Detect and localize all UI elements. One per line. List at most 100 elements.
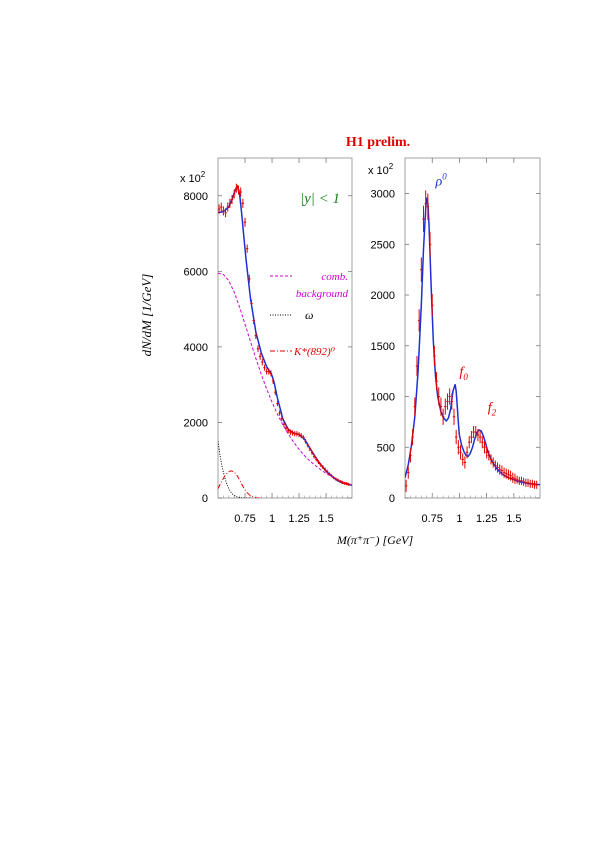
data-point bbox=[411, 428, 414, 446]
data-point bbox=[233, 189, 236, 199]
series-fit bbox=[405, 197, 540, 486]
data-point bbox=[241, 198, 245, 208]
right-panel: 0 500 1000 1500 2000 2500 3000 0.75 1 1.25 1.5 x … bbox=[368, 157, 541, 525]
data-point bbox=[444, 398, 447, 415]
data-point bbox=[300, 433, 303, 439]
data-point bbox=[533, 480, 536, 489]
data-point bbox=[332, 476, 335, 480]
data-point bbox=[413, 397, 416, 416]
y-tick-label: 8000 bbox=[184, 191, 208, 203]
data-point bbox=[415, 355, 419, 377]
data-point bbox=[531, 479, 534, 488]
data-point bbox=[520, 476, 523, 485]
data-point bbox=[524, 478, 528, 487]
data-point bbox=[323, 467, 327, 472]
left-y-tick-labels: 0 2000 4000 6000 8000 bbox=[184, 191, 208, 505]
data-point bbox=[235, 183, 238, 193]
data-point bbox=[500, 465, 504, 476]
right-x-tick-labels: 0.75 1 1.25 1.5 bbox=[422, 513, 522, 525]
y-tick-label: 1000 bbox=[371, 392, 395, 404]
y-tick-label: 0 bbox=[202, 493, 208, 505]
data-point bbox=[518, 476, 521, 485]
data-point bbox=[338, 479, 342, 483]
y-tick-label: 2000 bbox=[371, 290, 395, 302]
data-point bbox=[452, 408, 456, 425]
data-point bbox=[220, 202, 223, 212]
data-point bbox=[407, 466, 410, 479]
data-point bbox=[228, 198, 232, 208]
data-point bbox=[321, 465, 325, 469]
data-point bbox=[243, 217, 247, 227]
left-axis-ticks bbox=[218, 158, 352, 499]
data-point bbox=[226, 202, 229, 212]
data-point bbox=[498, 464, 501, 475]
data-point bbox=[341, 481, 344, 485]
data-point bbox=[310, 450, 314, 455]
data-point bbox=[526, 478, 530, 487]
data-point bbox=[312, 454, 316, 459]
right-y-tick-labels: 0 500 1000 1500 2000 2500 3000 bbox=[371, 189, 395, 505]
data-point bbox=[513, 473, 517, 484]
series-fit bbox=[218, 184, 352, 486]
data-point bbox=[347, 482, 350, 486]
data-point bbox=[496, 462, 499, 473]
data-point bbox=[420, 257, 423, 282]
x-tick-label: 1.25 bbox=[476, 513, 497, 525]
data-point bbox=[334, 477, 337, 481]
legend-omega-label: ω bbox=[305, 308, 313, 322]
y-tick-label: 3000 bbox=[371, 189, 395, 201]
data-point bbox=[254, 332, 258, 339]
data-point bbox=[437, 387, 440, 406]
y-tick-label: 6000 bbox=[184, 266, 208, 278]
x-tick-label: 1.5 bbox=[318, 513, 333, 525]
left-plot-frame bbox=[217, 157, 353, 499]
data-point bbox=[274, 389, 277, 396]
data-point bbox=[293, 431, 296, 437]
data-point bbox=[485, 446, 488, 459]
data-point bbox=[507, 469, 510, 480]
data-point bbox=[330, 474, 333, 478]
left-x-tick-labels: 0.75 1 1.25 1.5 bbox=[234, 513, 333, 525]
data-point bbox=[289, 429, 292, 435]
data-point bbox=[450, 393, 454, 410]
data-point bbox=[276, 400, 279, 407]
data-point bbox=[245, 244, 249, 253]
data-point bbox=[472, 425, 475, 439]
x-tick-label: 1.25 bbox=[288, 513, 309, 525]
data-point bbox=[487, 450, 491, 461]
left-y-axis-label: dN/dM [1/GeV] bbox=[139, 274, 154, 357]
x-tick-label: 1 bbox=[456, 513, 462, 525]
data-point bbox=[515, 475, 519, 484]
data-point bbox=[280, 416, 283, 422]
data-point bbox=[267, 368, 270, 375]
data-point bbox=[409, 448, 412, 463]
data-point bbox=[265, 368, 268, 375]
data-point bbox=[424, 190, 427, 217]
data-point bbox=[287, 428, 290, 434]
annotation-f2: f2 bbox=[488, 401, 497, 418]
data-point bbox=[282, 421, 286, 427]
data-point bbox=[297, 431, 301, 438]
left-series-group bbox=[218, 183, 352, 498]
data-point bbox=[511, 472, 514, 483]
shared-x-axis-label: M(π⁺π⁻) [GeV] bbox=[336, 533, 414, 547]
x-tick-label: 1 bbox=[269, 513, 275, 525]
data-point bbox=[465, 446, 469, 459]
figure-title: H1 prelim. bbox=[346, 135, 410, 150]
data-point bbox=[336, 478, 340, 482]
data-point bbox=[405, 479, 408, 492]
data-point bbox=[263, 364, 266, 371]
data-point bbox=[256, 345, 260, 353]
left-y-multiplier: x 102 bbox=[180, 170, 206, 185]
data-point bbox=[468, 436, 471, 449]
data-point bbox=[491, 457, 495, 468]
data-point bbox=[237, 185, 240, 195]
data-point bbox=[248, 274, 251, 284]
y-tick-label: 2000 bbox=[184, 417, 208, 429]
right-series-group bbox=[405, 190, 540, 492]
data-point bbox=[474, 425, 477, 439]
data-point bbox=[489, 454, 493, 465]
data-point bbox=[295, 431, 299, 437]
data-point bbox=[230, 195, 234, 205]
data-point bbox=[426, 193, 430, 220]
